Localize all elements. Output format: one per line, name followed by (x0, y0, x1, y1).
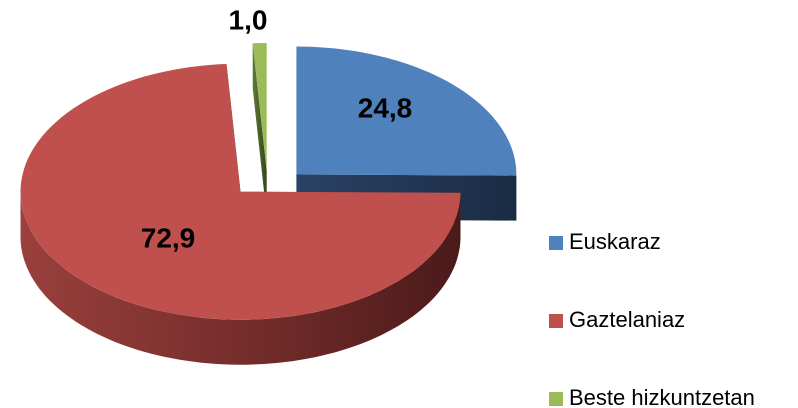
slice (20, 64, 461, 320)
legend-swatch (549, 392, 563, 406)
legend-label: Beste hizkuntzetan (569, 385, 755, 408)
pie-tops (20, 43, 517, 320)
legend-swatch (549, 236, 563, 250)
data-label: 24,8 (358, 92, 413, 123)
legend-label: Euskaraz (569, 229, 661, 254)
slice-wall (252, 43, 267, 216)
data-label: 1,0 (229, 4, 268, 35)
labels: 24,8 72,9 1,0 Euskaraz Gaztelaniaz Beste hizk… (141, 4, 755, 408)
legend-swatch (549, 314, 563, 328)
legend-label: Gaztelaniaz (569, 307, 685, 332)
slice (296, 46, 517, 176)
data-label: 72,9 (141, 222, 196, 253)
slice (252, 43, 267, 171)
slice-side (20, 191, 461, 365)
